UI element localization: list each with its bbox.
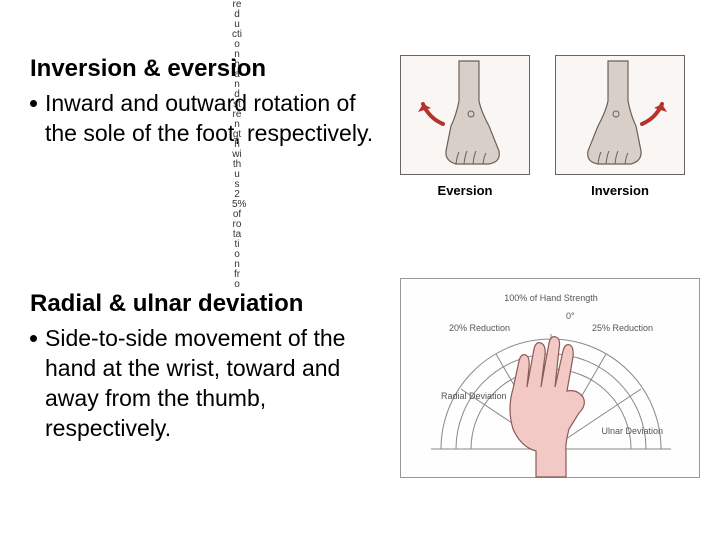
eversion-box [400, 55, 530, 175]
section-inversion-eversion: Inversion & eversion Inward and outward … [30, 55, 390, 149]
label-radial-dev: Radial Deviation [441, 391, 507, 401]
hand-diagram: 100% of Hand Strength 0° 20% Reduction 2… [400, 278, 700, 478]
label-ulnar-dev: Ulnar Deviation [601, 426, 663, 436]
heading-inversion: Inversion & eversion [30, 55, 390, 83]
heading-radial-ulnar: Radial & ulnar deviation [30, 290, 390, 318]
eversion-label: Eversion [400, 183, 530, 198]
bullet-dot-icon [30, 335, 37, 342]
label-left-reduction: 20% Reduction [449, 323, 510, 333]
section-radial-ulnar: Radial & ulnar deviation Side-to-side mo… [30, 290, 390, 444]
eversion-foot-icon [401, 56, 531, 176]
foot-diagram: Eversion Inversion [400, 55, 700, 225]
bullet-row: Inward and outward rotation of the sole … [30, 89, 390, 149]
label-top: 100% of Hand Strength [504, 293, 598, 303]
label-right-reduction: 25% Reduction [592, 323, 653, 333]
bullet-dot-icon [30, 100, 37, 107]
hand-diagram-svg: 100% of Hand Strength 0° 20% Reduction 2… [401, 279, 701, 479]
inversion-label: Inversion [555, 183, 685, 198]
inversion-box [555, 55, 685, 175]
body-radial-ulnar: Side-to-side movement of the hand at the… [45, 324, 390, 444]
bullet-row: Side-to-side movement of the hand at the… [30, 324, 390, 444]
body-inversion: Inward and outward rotation of the sole … [45, 89, 390, 149]
label-zero: 0° [566, 311, 575, 321]
inversion-foot-icon [556, 56, 686, 176]
